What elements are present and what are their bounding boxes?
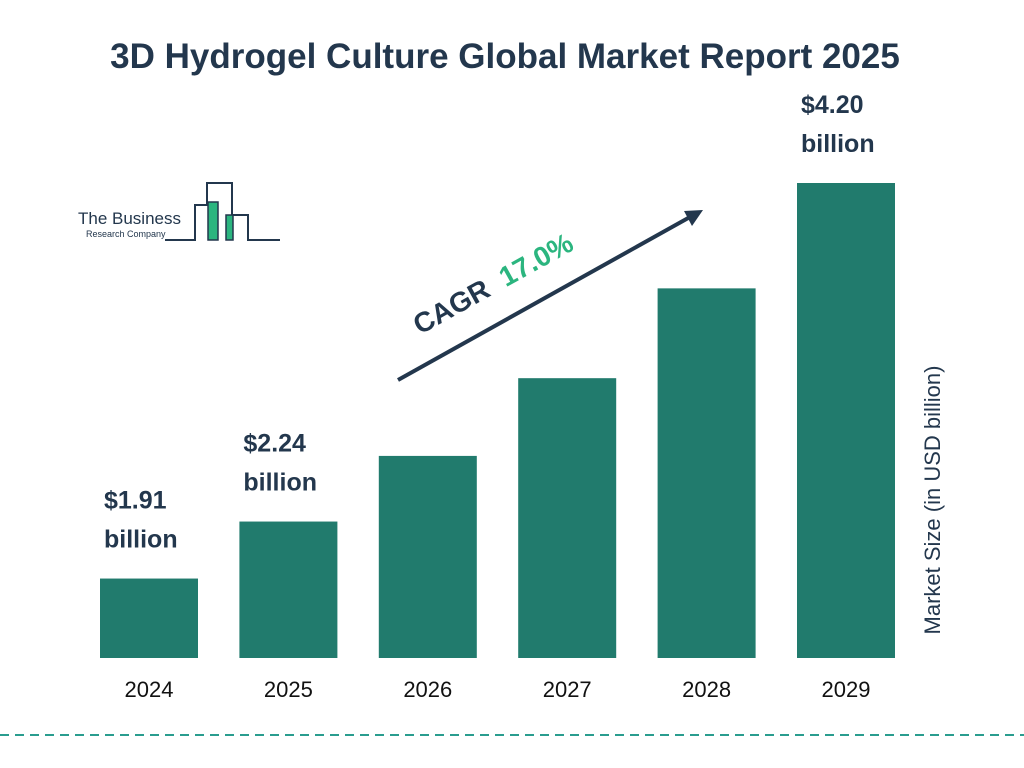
bar-2025	[239, 521, 338, 658]
cagr-arrow-line	[397, 215, 691, 382]
data-label: billion	[801, 130, 875, 158]
cagr-label: CAGR	[408, 273, 495, 340]
x-tick-label: 2026	[403, 677, 452, 702]
x-tick-label: 2029	[822, 677, 871, 702]
x-tick-label: 2027	[543, 677, 592, 702]
data-label: $4.20	[801, 91, 864, 119]
data-label: billion	[104, 526, 178, 554]
logo-line2: Research Company	[86, 229, 166, 239]
bar-2028	[657, 288, 756, 658]
logo-line1: The Business	[78, 209, 181, 228]
chart-title: 3D Hydrogel Culture Global Market Report…	[110, 37, 900, 76]
x-tick-label: 2028	[682, 677, 731, 702]
bar-2027	[518, 378, 617, 658]
logo: The Business Research Company	[78, 182, 280, 241]
cagr-value: 17.0%	[494, 227, 579, 293]
x-tick-label: 2025	[264, 677, 313, 702]
x-tick-label: 2024	[125, 677, 174, 702]
bar-2024	[100, 578, 198, 658]
y-axis-label: Market Size (in USD billion)	[920, 366, 945, 635]
cagr-arrowhead-icon	[684, 210, 703, 226]
data-label: $2.24	[243, 430, 306, 458]
data-label: billion	[243, 469, 317, 497]
bar-2029	[797, 183, 895, 658]
svg-text:CAGR 17.0%: CAGR 17.0%	[408, 227, 578, 340]
bar-2026	[378, 455, 477, 658]
data-label: $1.91	[104, 487, 167, 515]
cagr-annotation: CAGR 17.0%	[397, 210, 703, 382]
